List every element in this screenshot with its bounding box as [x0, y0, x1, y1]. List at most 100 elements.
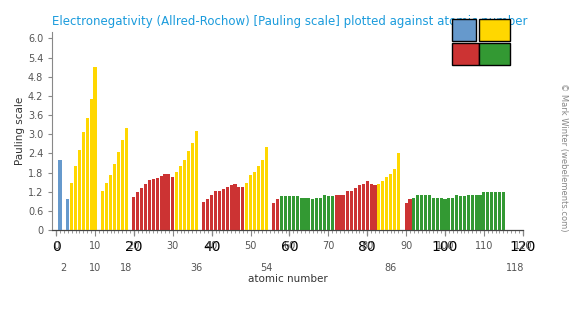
Bar: [113, 164, 116, 230]
Bar: [125, 128, 128, 230]
Bar: [428, 195, 431, 230]
Bar: [444, 198, 447, 230]
Bar: [339, 195, 342, 230]
Bar: [148, 180, 151, 230]
Bar: [354, 188, 357, 230]
Bar: [132, 197, 135, 230]
Bar: [378, 184, 380, 230]
Bar: [405, 203, 408, 230]
Bar: [346, 191, 349, 230]
Bar: [303, 198, 307, 230]
Bar: [101, 191, 104, 230]
Bar: [432, 198, 435, 230]
Bar: [455, 195, 458, 230]
Bar: [486, 192, 490, 230]
Bar: [93, 67, 96, 230]
Bar: [264, 147, 267, 230]
Bar: [459, 196, 462, 230]
Bar: [311, 198, 314, 230]
Bar: [389, 174, 392, 230]
Bar: [260, 159, 264, 230]
Bar: [374, 185, 376, 230]
Bar: [253, 172, 256, 230]
Bar: [362, 184, 365, 230]
Bar: [327, 196, 330, 230]
Bar: [319, 198, 322, 230]
Bar: [474, 195, 478, 230]
Bar: [420, 195, 423, 230]
Bar: [175, 172, 178, 230]
Bar: [59, 160, 61, 230]
Bar: [202, 202, 205, 230]
Bar: [478, 195, 481, 230]
Bar: [74, 166, 77, 230]
Bar: [82, 132, 85, 230]
Bar: [183, 160, 186, 230]
Bar: [164, 174, 166, 230]
Bar: [222, 189, 225, 230]
Bar: [358, 186, 361, 230]
Bar: [70, 183, 73, 230]
Bar: [408, 199, 412, 230]
Bar: [191, 143, 194, 230]
Bar: [288, 196, 291, 230]
Bar: [307, 198, 310, 230]
Text: © Mark Winter (webelements.com): © Mark Winter (webelements.com): [559, 83, 568, 232]
Bar: [447, 198, 451, 230]
Bar: [245, 183, 248, 230]
Bar: [187, 151, 190, 230]
Bar: [249, 175, 252, 230]
Bar: [117, 152, 120, 230]
Bar: [218, 191, 221, 230]
Bar: [342, 195, 346, 230]
Bar: [210, 195, 213, 230]
Bar: [179, 166, 182, 230]
Bar: [436, 198, 439, 230]
Bar: [369, 184, 373, 230]
Bar: [109, 175, 112, 230]
Bar: [494, 192, 497, 230]
Bar: [284, 196, 287, 230]
Bar: [440, 198, 443, 230]
Y-axis label: Pauling scale: Pauling scale: [15, 97, 25, 165]
Bar: [136, 192, 139, 230]
Bar: [78, 150, 81, 230]
Bar: [296, 196, 299, 230]
Bar: [86, 118, 89, 230]
Bar: [144, 184, 147, 230]
Bar: [365, 181, 369, 230]
Bar: [171, 177, 175, 230]
Bar: [121, 140, 124, 230]
Bar: [385, 177, 388, 230]
Bar: [214, 191, 217, 230]
X-axis label: atomic number: atomic number: [248, 274, 327, 284]
Bar: [498, 192, 501, 230]
Bar: [483, 192, 485, 230]
Bar: [467, 195, 470, 230]
Bar: [237, 187, 241, 230]
Bar: [451, 198, 454, 230]
Bar: [276, 199, 280, 230]
Bar: [315, 198, 318, 230]
Bar: [194, 131, 198, 230]
Bar: [167, 174, 171, 230]
Bar: [323, 195, 326, 230]
Bar: [160, 176, 162, 230]
Bar: [241, 187, 244, 230]
Bar: [152, 179, 155, 230]
Bar: [350, 191, 353, 230]
Bar: [412, 198, 415, 230]
Bar: [416, 195, 419, 230]
Bar: [471, 195, 474, 230]
Bar: [230, 185, 233, 230]
Bar: [381, 181, 385, 230]
Bar: [226, 187, 229, 230]
Bar: [257, 166, 260, 230]
Bar: [292, 196, 295, 230]
Bar: [155, 178, 159, 230]
Bar: [397, 153, 400, 230]
Bar: [140, 188, 143, 230]
Bar: [502, 192, 505, 230]
Bar: [206, 198, 209, 230]
Bar: [335, 195, 338, 230]
